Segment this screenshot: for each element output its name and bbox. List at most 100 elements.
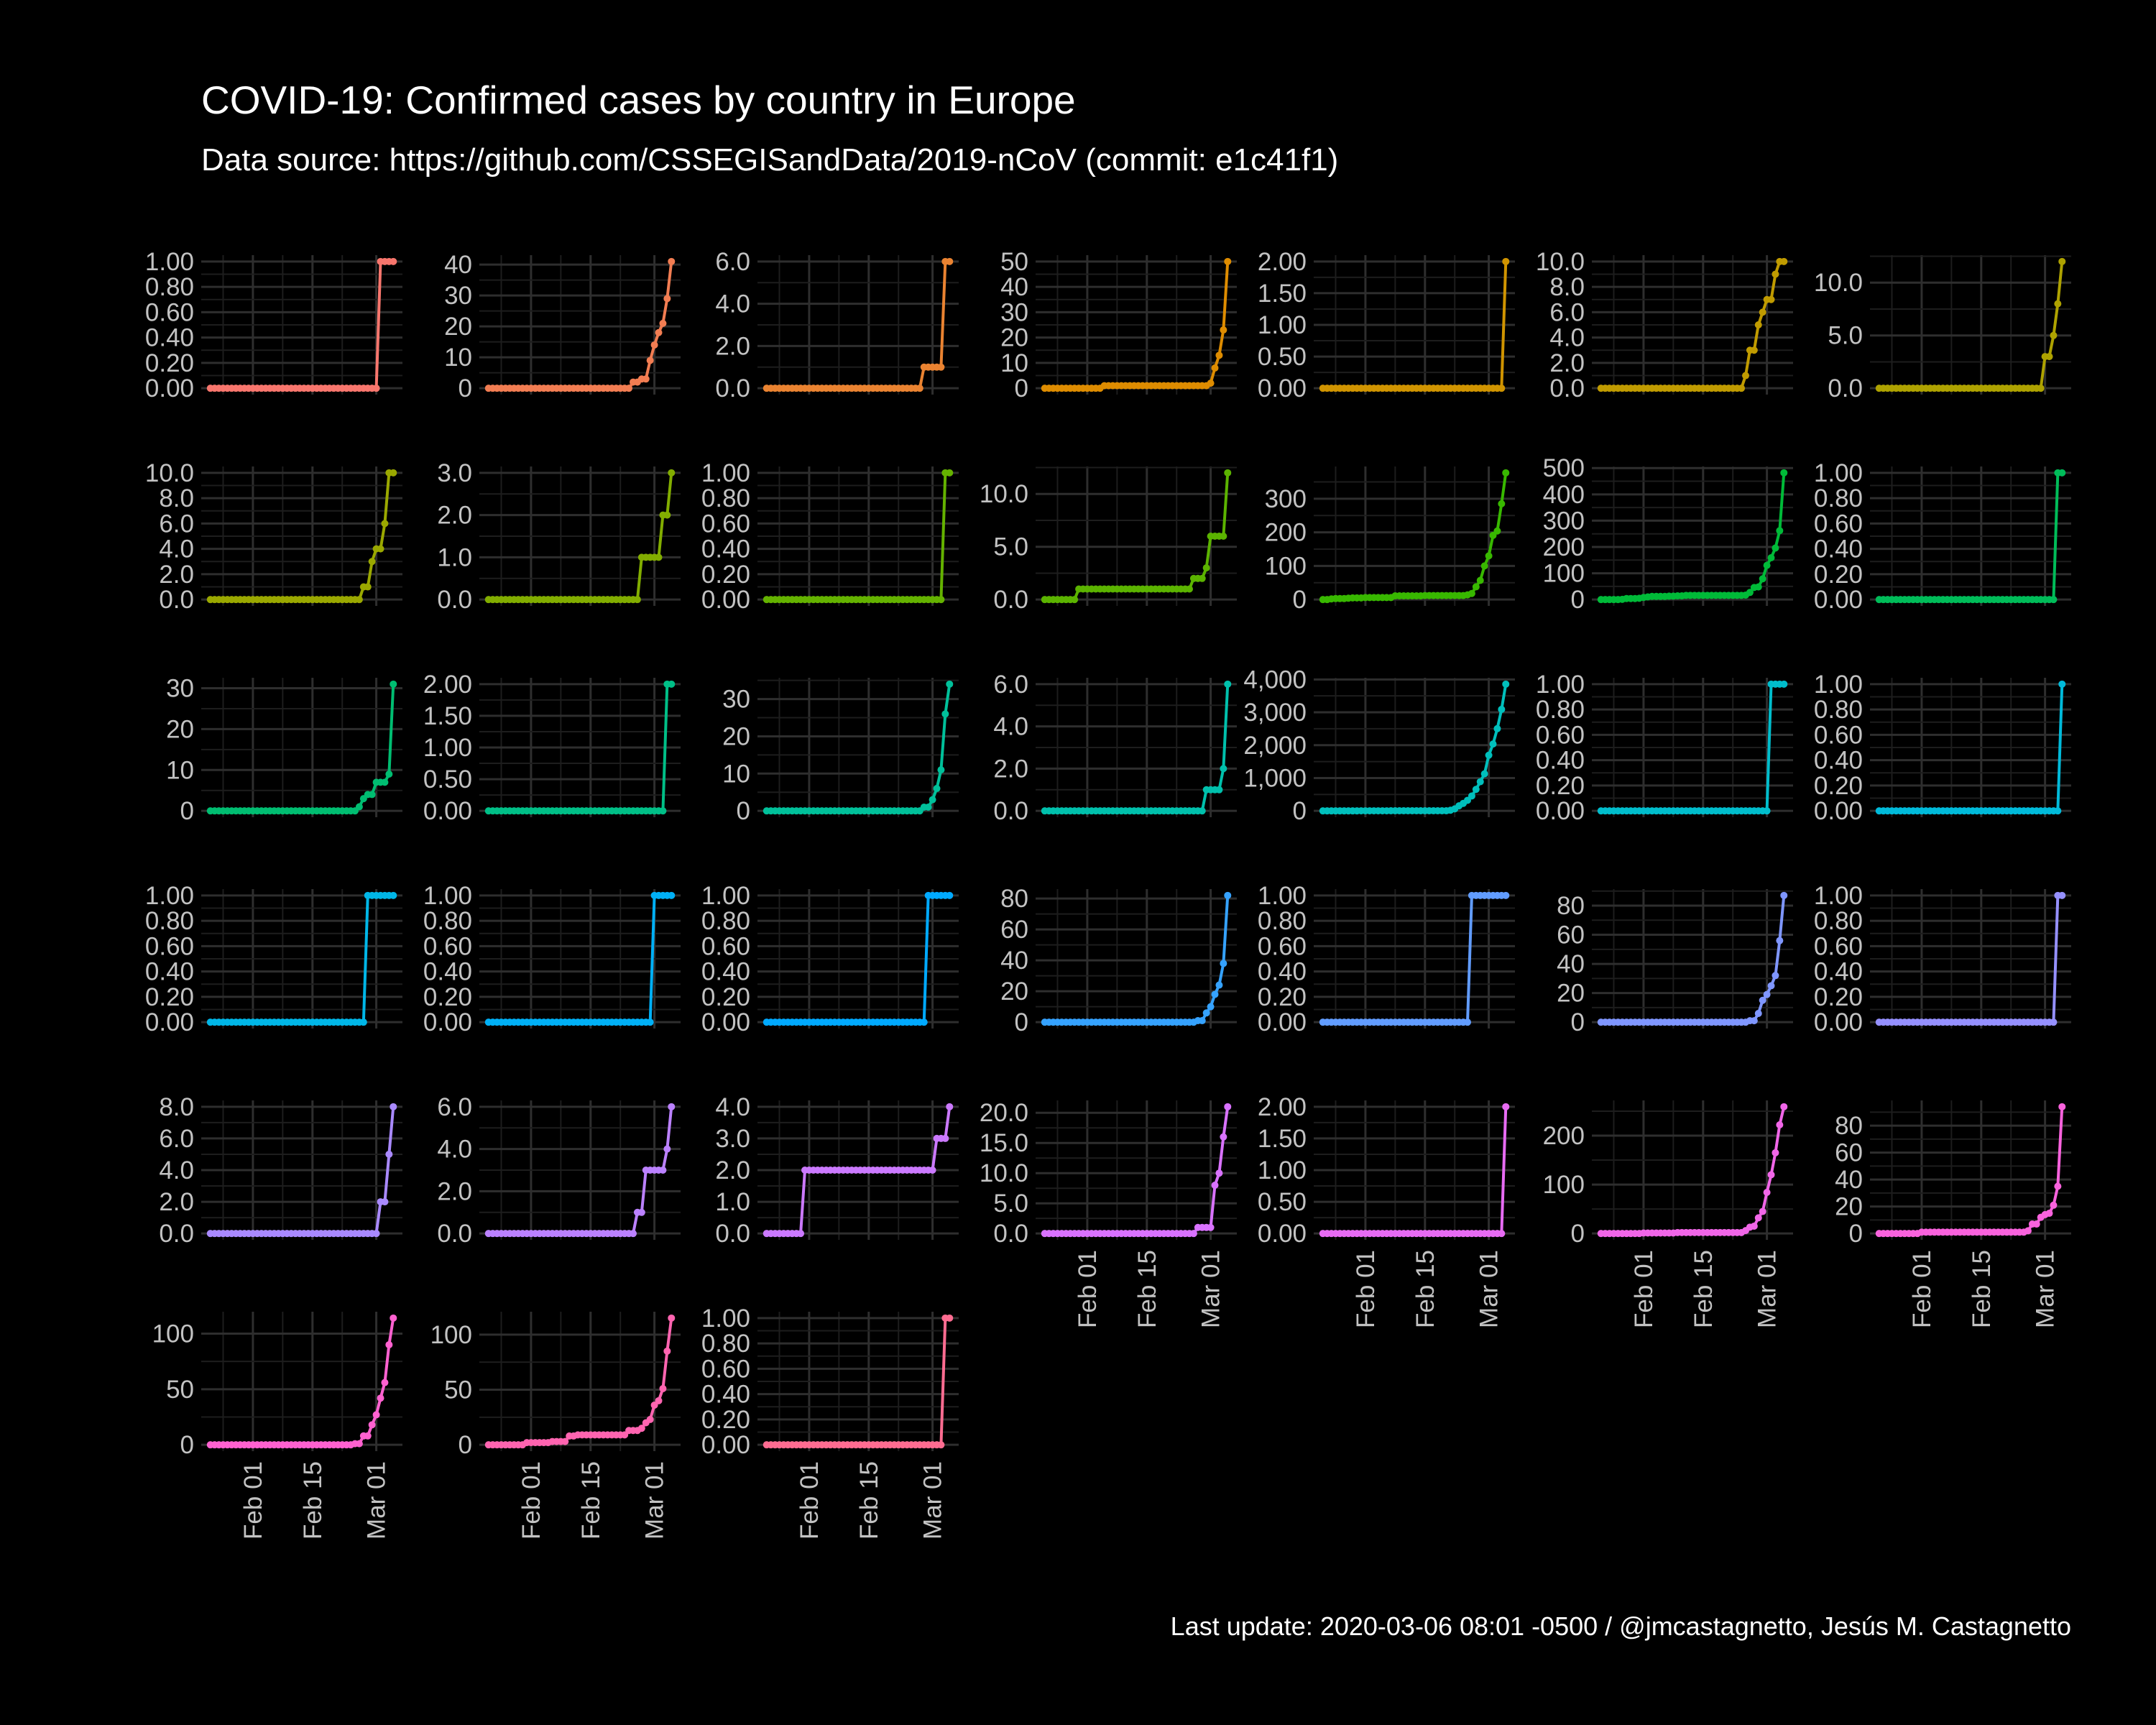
y-tick-label: 0.60	[145, 932, 194, 960]
data-point	[1480, 562, 1488, 570]
data-point	[2054, 300, 2062, 308]
y-tick-label: 0.40	[1814, 958, 1863, 986]
y-tick-label: 1.0	[437, 543, 472, 571]
y-tick-label: 60	[1557, 921, 1585, 949]
panel-estonia: Estonia0.01.02.03.0	[437, 459, 681, 614]
y-tick-label: 0.20	[145, 349, 194, 377]
data-point	[1780, 1103, 1788, 1110]
y-tick-label: 0.80	[145, 907, 194, 935]
y-tick-label: 0.80	[1814, 907, 1863, 935]
y-tick-label: 100	[1543, 1171, 1585, 1199]
data-point	[650, 341, 658, 349]
y-tick-label: 2.0	[993, 755, 1028, 783]
y-tick-label: 2.0	[1549, 349, 1585, 377]
y-tick-label: 0.20	[1536, 772, 1585, 800]
x-tick-label: Feb 15	[1968, 1250, 1996, 1328]
data-point	[2058, 257, 2066, 265]
data-point	[663, 511, 671, 519]
y-tick-label: 6.0	[1549, 298, 1585, 326]
y-tick-label: 100	[152, 1320, 194, 1348]
data-point	[359, 1018, 367, 1026]
data-point	[937, 766, 945, 774]
data-point	[1754, 583, 1762, 591]
data-point	[929, 1167, 936, 1174]
panel-croatia: Croatia0.02.04.06.08.010.0	[1536, 248, 1793, 402]
data-point	[1220, 533, 1227, 540]
y-tick-label: 0.60	[701, 932, 750, 960]
panel-denmark: Denmark0.02.04.06.08.010.0	[145, 459, 402, 614]
data-point	[390, 469, 397, 477]
panel-hungary: Hungary0.000.501.001.502.00	[423, 671, 681, 825]
y-tick-label: 10.0	[1536, 248, 1585, 276]
y-tick-label: 0	[180, 797, 194, 825]
y-tick-label: 80	[1000, 885, 1028, 913]
y-tick-label: 50	[1000, 248, 1028, 276]
data-point	[937, 596, 945, 604]
data-point	[1742, 372, 1749, 380]
data-point	[1224, 257, 1232, 265]
y-tick-label: 1.00	[1814, 459, 1863, 487]
data-point	[355, 803, 363, 811]
data-point	[364, 583, 372, 591]
data-point	[390, 891, 397, 899]
data-point	[1198, 1017, 1206, 1025]
y-tick-label: 1.00	[701, 459, 750, 487]
y-tick-label: 0.00	[1814, 797, 1863, 825]
data-point	[1476, 576, 1484, 584]
data-point	[1071, 596, 1079, 604]
x-tick-label: Feb 15	[299, 1461, 327, 1540]
y-tick-label: 2.0	[715, 332, 750, 360]
y-tick-label: 100	[1543, 560, 1585, 588]
y-tick-label: 20	[444, 313, 472, 341]
data-point	[381, 778, 389, 786]
y-tick-label: 0.80	[701, 484, 750, 512]
data-point	[1202, 564, 1210, 572]
y-tick-label: 0.20	[1814, 561, 1863, 589]
y-tick-label: 20	[1835, 1193, 1863, 1221]
x-tick-label: Mar 01	[919, 1461, 947, 1540]
y-tick-label: 10	[166, 756, 194, 784]
panel-gibraltar: Gibraltar0.000.200.400.600.801.00	[1814, 459, 2071, 614]
data-point	[2045, 353, 2053, 361]
y-tick-label: 0.40	[1536, 747, 1585, 775]
data-point	[1202, 1009, 1210, 1017]
data-point	[2032, 1220, 2040, 1228]
data-point	[381, 1198, 389, 1206]
y-tick-label: 4.0	[437, 1136, 472, 1164]
y-tick-label: 0.00	[1814, 1008, 1863, 1036]
y-tick-label: 50	[444, 1376, 472, 1404]
y-tick-label: 0	[1015, 374, 1028, 402]
y-tick-label: 0.00	[145, 374, 194, 402]
data-point	[1746, 589, 1754, 597]
y-tick-label: 0.60	[423, 932, 472, 960]
chart-caption: Last update: 2020-03-06 08:01 -0500 / @j…	[1171, 1611, 2071, 1641]
data-point	[1224, 1103, 1232, 1110]
y-tick-label: 300	[1265, 485, 1307, 513]
y-tick-label: 0.80	[1536, 696, 1585, 724]
y-tick-label: 0.00	[701, 586, 750, 614]
panel-norway: Norway020406080	[1557, 889, 1793, 1036]
y-tick-label: 20	[1000, 978, 1028, 1006]
data-point	[946, 257, 954, 265]
data-point	[1198, 574, 1206, 582]
y-tick-label: 0	[459, 1431, 472, 1459]
data-point	[1763, 990, 1771, 998]
data-point	[364, 1432, 372, 1440]
data-point	[1759, 1208, 1766, 1215]
y-tick-label: 80	[1557, 892, 1585, 920]
x-tick-label: Feb 01	[1908, 1250, 1936, 1328]
data-point	[655, 328, 663, 336]
data-point	[1498, 1230, 1506, 1238]
y-tick-label: 0.60	[701, 510, 750, 538]
y-tick-label: 0	[459, 374, 472, 402]
data-point	[1754, 1214, 1762, 1222]
y-tick-label: 0	[1015, 1008, 1028, 1036]
y-tick-label: 200	[1265, 519, 1307, 547]
data-point	[2054, 1182, 2062, 1190]
y-tick-label: 30	[166, 675, 194, 703]
data-point	[1224, 469, 1232, 477]
y-tick-label: 2.0	[437, 1177, 472, 1205]
data-point	[1754, 321, 1762, 328]
data-point	[668, 680, 676, 688]
